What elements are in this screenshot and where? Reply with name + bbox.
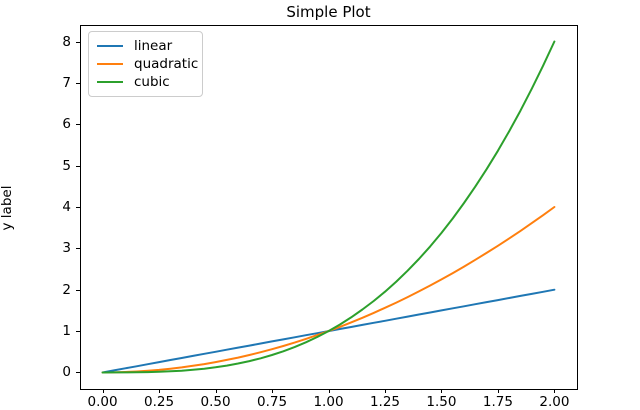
x-tick-label: 0.00 (87, 394, 118, 410)
x-tick-label: 1.25 (369, 394, 400, 410)
x-tick-label: 0.75 (256, 394, 288, 410)
legend-item-label: cubic (134, 74, 170, 90)
legend-item-quadratic: quadratic (97, 55, 198, 73)
y-tick-label: 5 (62, 157, 71, 174)
x-tick-label: 2.00 (539, 394, 570, 410)
legend-item-cubic: cubic (97, 73, 194, 91)
y-tick-label: 2 (62, 281, 71, 298)
series-line-cubic (101, 40, 556, 374)
x-tick-label: 0.25 (144, 394, 175, 410)
y-tick-label: 3 (62, 240, 71, 257)
y-tick-label: 8 (62, 33, 71, 50)
chart-title: Simple Plot (286, 3, 371, 21)
legend-line-swatch-cubic (97, 81, 123, 83)
y-tick-label: 4 (62, 199, 71, 215)
x-tick-label: 1.75 (482, 394, 513, 410)
legend-item-label: quadratic (134, 56, 199, 72)
legend-line-swatch-quadratic (97, 63, 123, 65)
y-tick-label: 0 (62, 364, 71, 381)
series-line-quadratic (101, 206, 556, 374)
y-tick-label: 7 (62, 74, 71, 91)
legend: linear quadratic cubic (88, 31, 203, 97)
y-tick-label: 1 (62, 323, 71, 340)
x-tick-label: 1.00 (313, 394, 344, 410)
legend-line-swatch-linear (97, 45, 123, 47)
legend-item-linear: linear (97, 37, 194, 55)
legend-item-label: linear (134, 38, 173, 54)
x-tick-label: 1.50 (426, 394, 457, 410)
x-tick-label: 0.50 (200, 394, 231, 410)
y-tick-label: 6 (62, 116, 71, 133)
